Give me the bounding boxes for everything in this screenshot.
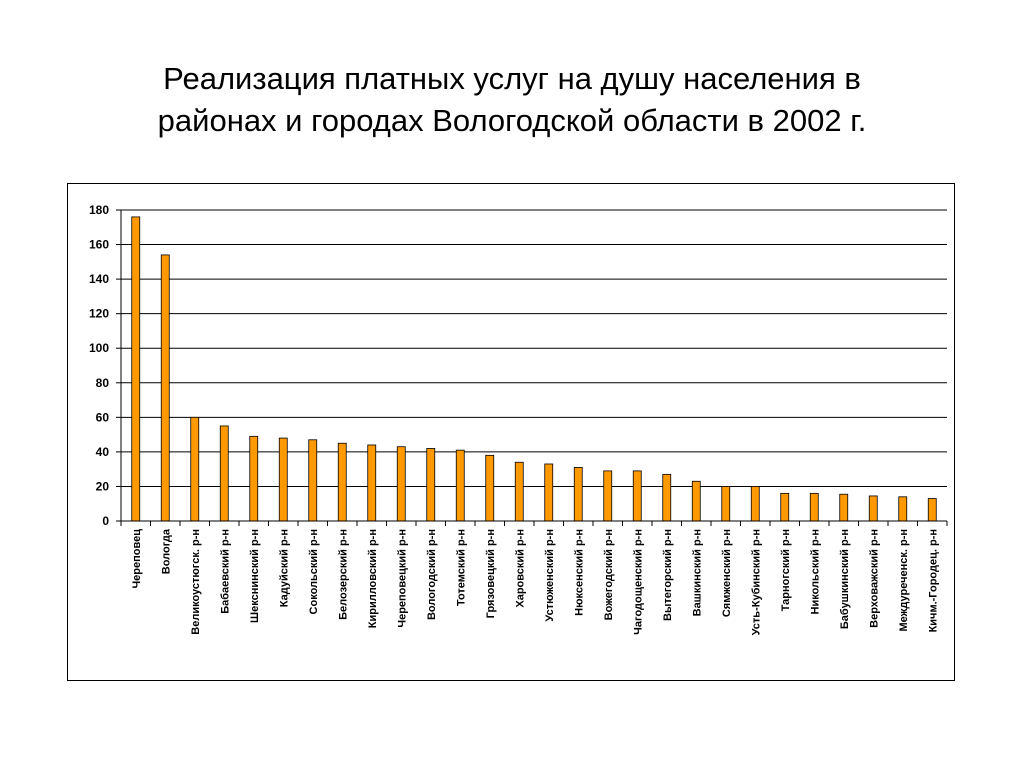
bar	[249, 435, 259, 522]
x-category-label: Череповецкий р-н	[396, 529, 408, 628]
bar	[927, 498, 937, 522]
chart-frame: 0 20 40 60 80 100 120 140 160 180 Череповец Вологд…	[67, 183, 955, 681]
bar	[603, 470, 613, 522]
y-tick-label: 20	[96, 479, 110, 493]
y-tick-label: 0	[102, 514, 109, 528]
axes	[120, 210, 947, 522]
bar	[898, 496, 908, 522]
bars	[131, 216, 937, 522]
x-category-label: Кичм.-Городец. р-н	[927, 529, 939, 632]
bar	[691, 480, 701, 522]
bar	[337, 442, 347, 522]
x-category-label: Вытегорский р-н	[662, 529, 674, 621]
y-tick-label: 40	[96, 445, 110, 459]
bar	[219, 425, 229, 522]
x-category-label: Чагодощенский р-н	[632, 529, 644, 635]
bar	[160, 254, 170, 522]
y-tick-label: 180	[89, 203, 109, 217]
bar	[426, 448, 436, 522]
y-tick-label: 120	[89, 307, 109, 321]
bar	[514, 461, 524, 522]
x-category-label: Грязовецкий р-н	[485, 529, 497, 618]
bar	[190, 416, 200, 522]
x-category-label: Череповец	[131, 529, 143, 589]
bar	[278, 437, 288, 522]
x-category-label: Харовский р-н	[514, 529, 526, 608]
y-tick-label: 60	[96, 410, 110, 424]
bar	[573, 467, 583, 522]
x-category-label: Верховажский р-н	[868, 529, 880, 628]
y-tick-label: 100	[89, 341, 109, 355]
slide-title-line-2: районах и городах Вологодской области в …	[157, 103, 867, 138]
y-tick-label: 140	[89, 272, 109, 286]
y-tick-label: 80	[96, 376, 110, 390]
x-category-label: Вологодский р-н	[426, 529, 438, 620]
bar	[662, 473, 672, 522]
bar	[721, 486, 731, 522]
bar-chart: 0 20 40 60 80 100 120 140 160 180 Череповец Вологд…	[89, 203, 948, 635]
x-category-label: Устюженский р-н	[544, 529, 556, 622]
bar	[839, 493, 849, 522]
x-category-label: Междуреченск. р-н	[898, 529, 910, 632]
bar	[544, 463, 554, 522]
y-tick-label: 160	[89, 238, 109, 252]
bar	[750, 486, 760, 522]
x-category-label: Бабаевский р-н	[219, 529, 231, 614]
y-axis-tick-labels: 0 20 40 60 80 100 120 140 160 180	[89, 203, 121, 528]
bar	[632, 470, 642, 522]
x-category-label: Никольский р-н	[809, 529, 821, 615]
bar	[868, 495, 878, 522]
slide-title: Реализация платных услуг на душу населен…	[0, 58, 1024, 142]
x-category-label: Сямженский р-н	[721, 529, 733, 617]
x-category-label: Тарногский р-н	[780, 529, 792, 611]
bar	[396, 446, 406, 522]
x-category-label: Кадуйский р-н	[278, 529, 290, 607]
x-category-label: Тотемский р-н	[455, 529, 467, 606]
x-category-label: Нюксенский р-н	[573, 529, 585, 616]
gridlines	[121, 209, 947, 487]
bar	[455, 449, 465, 522]
bar	[308, 439, 318, 522]
bar	[485, 454, 495, 522]
x-category-label: Вашкинский р-н	[691, 529, 703, 616]
slide-title-line-1: Реализация платных услуг на душу населен…	[163, 61, 861, 96]
x-category-label: Шекснинский р-н	[249, 529, 261, 623]
x-category-label: Вологда	[160, 528, 172, 574]
bar	[780, 492, 790, 522]
x-category-label: Белозерский р-н	[337, 529, 349, 620]
x-axis-category-labels: Череповец Вологда Великоустюгск. р-н Бабаев…	[120, 521, 948, 635]
bar	[367, 444, 377, 522]
x-category-label: Усть-Кубинский р-н	[750, 529, 762, 635]
x-category-label: Сокольский р-н	[308, 529, 320, 614]
x-category-label: Кирилловский р-н	[367, 529, 379, 628]
bar	[131, 216, 141, 522]
x-category-label: Великоустюгск. р-н	[190, 529, 202, 635]
x-category-label: Бабушкинский р-н	[839, 529, 851, 629]
bar	[809, 492, 819, 522]
x-category-label: Вожегодский р-н	[603, 529, 615, 620]
